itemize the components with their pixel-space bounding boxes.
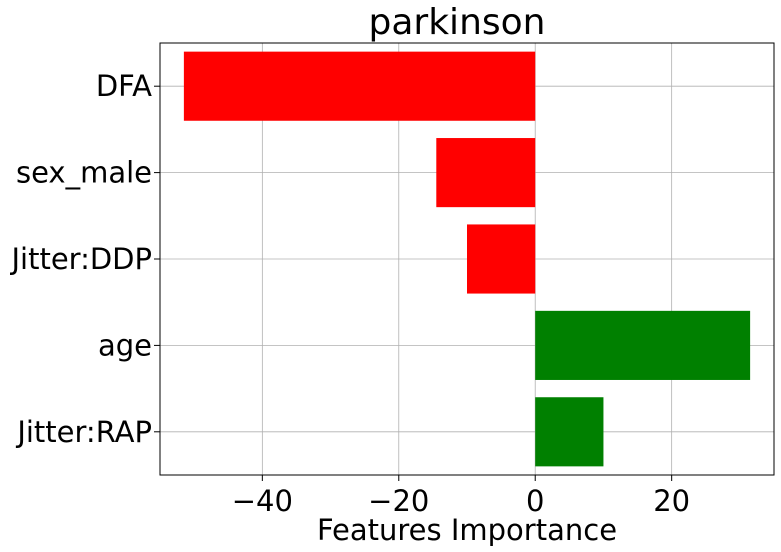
y-tick-label: Jitter:RAP: [15, 415, 152, 449]
y-tick-label: age: [98, 328, 152, 362]
bar-jitter-ddp: [467, 224, 536, 294]
bars: [183, 51, 751, 467]
bar-age: [535, 310, 751, 380]
bar-sex-male: [436, 138, 536, 208]
bar-jitter-rap: [535, 397, 604, 467]
x-tick-label: 20: [653, 484, 690, 518]
x-tick-label: −40: [232, 484, 293, 518]
y-tick-label: DFA: [96, 69, 152, 103]
x-tick-label: −20: [368, 484, 429, 518]
x-axis-label: Features Importance: [317, 513, 617, 547]
y-tick-label: sex_male: [16, 156, 152, 190]
x-tick-label: 0: [526, 484, 544, 518]
chart-title: parkinson: [369, 2, 546, 43]
y-tick-label: Jitter:DDP: [9, 242, 152, 276]
ticks: −40 −20 0 20 DFA sex_male Jitter:DDP age Jitter:…: [9, 69, 690, 518]
bar-dfa: [183, 51, 536, 121]
